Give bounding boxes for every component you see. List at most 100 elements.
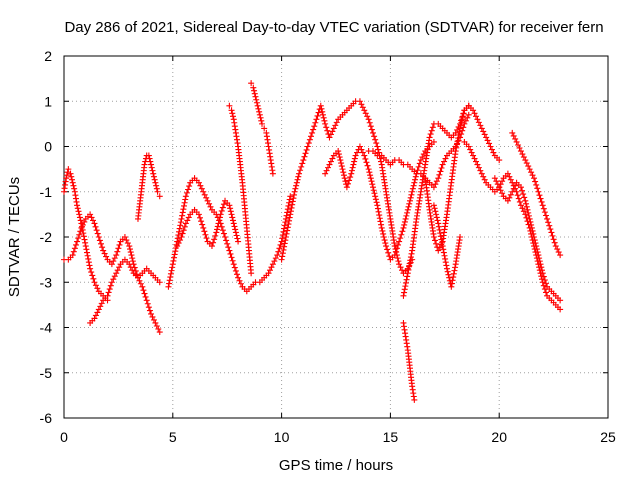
data-point-interp [351, 158, 358, 165]
data-point-interp [530, 230, 537, 237]
data-point-interp [179, 209, 186, 216]
data-point-interp [116, 264, 123, 271]
data-point-interp [362, 155, 369, 162]
data-point [178, 234, 185, 240]
data-point-interp [280, 246, 287, 253]
data-point [474, 116, 481, 123]
data-point [108, 279, 115, 286]
data-point-interp [312, 119, 319, 126]
data-point-interp [516, 145, 523, 152]
data-point-interp [440, 249, 447, 256]
data-point-interp [170, 257, 177, 264]
data-point [152, 319, 159, 326]
data-point [296, 170, 303, 177]
data-point-interp [404, 209, 411, 216]
x-axis-label: GPS time / hours [279, 457, 393, 474]
data-point-interp [525, 209, 532, 216]
data-point-interp [289, 198, 296, 205]
data-point [509, 188, 516, 195]
data-point-interp [381, 237, 388, 244]
data-point-interp [283, 230, 290, 237]
data-point-interp [446, 274, 453, 281]
data-point-interp [216, 214, 223, 221]
data-point-interp [410, 182, 417, 189]
data-point-interp [85, 255, 92, 262]
data-point-interp [127, 246, 134, 253]
data-point-interp [433, 240, 440, 247]
data-point-interp [376, 212, 383, 219]
data-point-interp [536, 192, 543, 199]
data-point [365, 166, 372, 173]
data-point [326, 134, 333, 141]
data-point-interp [146, 307, 153, 314]
data-point [69, 179, 76, 186]
data-point-interp [71, 245, 78, 252]
data-point-interp [471, 155, 478, 162]
data-point [95, 234, 102, 240]
data-point-interp [255, 105, 262, 112]
data-point-interp [74, 205, 81, 212]
data-point [552, 243, 559, 250]
data-point-interp [177, 219, 184, 226]
data-point [535, 252, 542, 259]
series-track-m [422, 102, 472, 254]
data-point-interp [406, 263, 413, 270]
data-point-interp [129, 267, 136, 274]
data-point-interp [136, 277, 143, 284]
data-point-interp [349, 164, 356, 171]
data-point [465, 111, 472, 118]
data-point-interp [185, 214, 192, 221]
data-point [411, 396, 418, 403]
data-point [287, 211, 294, 218]
data-point-interp [450, 270, 457, 277]
data-point [178, 215, 185, 222]
data-point [557, 297, 564, 304]
data-point-interp [358, 101, 365, 108]
data-point-interp [298, 163, 305, 170]
data-point-interp [197, 182, 204, 189]
data-point-interp [124, 240, 131, 247]
data-point-interp [375, 149, 382, 156]
data-point [374, 143, 381, 150]
data-point-interp [364, 113, 371, 120]
data-point-interp [184, 217, 191, 224]
data-point-interp [144, 300, 151, 307]
data-point-interp [363, 159, 370, 166]
data-point-interp [366, 119, 373, 126]
data-point-interp [176, 228, 183, 235]
data-point-interp [524, 206, 531, 213]
data-point-interp [284, 227, 291, 234]
data-point-interp [443, 262, 450, 269]
data-point-interp [181, 223, 188, 230]
data-point-interp [292, 185, 299, 192]
series-track-g [226, 102, 255, 277]
data-point [82, 243, 89, 250]
data-point-interp [110, 276, 117, 283]
data-point-interp [116, 241, 123, 248]
data-point-interp [377, 218, 384, 225]
x-tick-label: 0 [60, 429, 68, 445]
data-point [343, 184, 350, 191]
data-point-interp [519, 187, 526, 194]
data-point-interp [453, 144, 460, 151]
data-point-interp [395, 241, 402, 248]
data-point [339, 166, 346, 173]
data-point-interp [182, 196, 189, 203]
data-point [121, 234, 128, 240]
data-point-interp [327, 158, 334, 165]
data-point [352, 152, 359, 159]
data-point-interp [480, 173, 487, 180]
data-point [261, 125, 268, 132]
data-point-interp [372, 136, 379, 143]
data-point-interp [206, 200, 213, 207]
data-point-interp [212, 232, 219, 239]
data-point-interp [367, 123, 374, 130]
data-point-interp [532, 178, 539, 185]
data-point-interp [68, 176, 75, 183]
data-point-interp [419, 154, 426, 161]
data-point-interp [432, 208, 439, 215]
data-point-interp [281, 225, 288, 232]
data-point-interp [528, 169, 535, 176]
